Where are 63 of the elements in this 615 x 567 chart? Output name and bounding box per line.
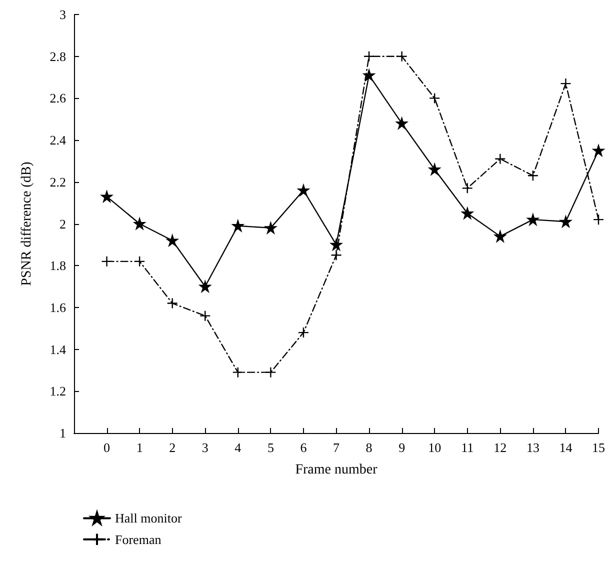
point — [232, 220, 244, 232]
point — [462, 182, 473, 194]
point — [134, 218, 146, 230]
point — [363, 70, 375, 81]
y-axis-title: PSNR difference (dB) — [20, 161, 34, 286]
x-tick-label: 13 — [526, 440, 540, 455]
x-tick-label: 14 — [559, 440, 573, 455]
point — [428, 164, 440, 175]
y-tick-label: 1 — [60, 426, 66, 440]
y-tick-label: 1.2 — [50, 384, 66, 399]
x-axis-title: Frame number — [295, 462, 378, 478]
legend-label: Foreman — [115, 532, 162, 547]
point — [134, 256, 146, 268]
point — [200, 310, 211, 322]
y-tick-label: 1.4 — [50, 342, 66, 357]
point — [101, 256, 112, 268]
x-tick-label: 10 — [428, 440, 442, 455]
y-tick-label: 2.8 — [50, 48, 66, 64]
point — [363, 50, 375, 62]
y-tick-label: 3 — [60, 7, 66, 22]
x-tick-label: 9 — [398, 440, 406, 455]
point — [592, 214, 604, 226]
x-tick-label: 5 — [267, 440, 274, 455]
point — [330, 239, 342, 250]
x-tick-label: 0 — [104, 440, 110, 455]
x-tick-label: 3 — [202, 440, 208, 455]
point — [428, 92, 440, 104]
point — [200, 280, 211, 292]
x-tick-label: 15 — [592, 440, 605, 455]
point — [101, 190, 112, 202]
y-tick-label: 2.6 — [50, 90, 66, 106]
point — [265, 222, 276, 234]
legend-label: Hall monitor — [115, 510, 182, 526]
point — [527, 170, 539, 182]
point — [494, 153, 506, 164]
y-tick-label: 1.6 — [50, 300, 66, 315]
point — [592, 144, 604, 156]
point — [462, 208, 473, 219]
x-tick-label: 2 — [169, 440, 176, 455]
x-tick-label: 6 — [300, 440, 308, 455]
point — [265, 366, 276, 378]
y-tick-label: 2.2 — [50, 174, 66, 190]
point — [298, 184, 310, 196]
x-tick-label: 12 — [494, 440, 507, 455]
point — [396, 118, 408, 129]
x-tick-label: 8 — [366, 440, 372, 455]
point — [298, 326, 310, 338]
point — [232, 366, 244, 378]
x-tick-label: 1 — [136, 440, 143, 455]
point — [166, 298, 178, 309]
y-tick-label: 2 — [60, 216, 66, 232]
x-tick-label: 4 — [234, 440, 242, 455]
y-tick-label: 1.8 — [50, 258, 66, 274]
point — [396, 50, 408, 62]
point — [560, 216, 572, 228]
point — [527, 214, 539, 226]
y-tick-label: 2.4 — [50, 132, 66, 148]
x-tick-label: 11 — [461, 440, 474, 455]
x-tick-label: 7 — [333, 440, 340, 455]
point — [330, 250, 342, 261]
point — [560, 78, 572, 90]
point — [494, 230, 506, 242]
point — [166, 234, 178, 246]
